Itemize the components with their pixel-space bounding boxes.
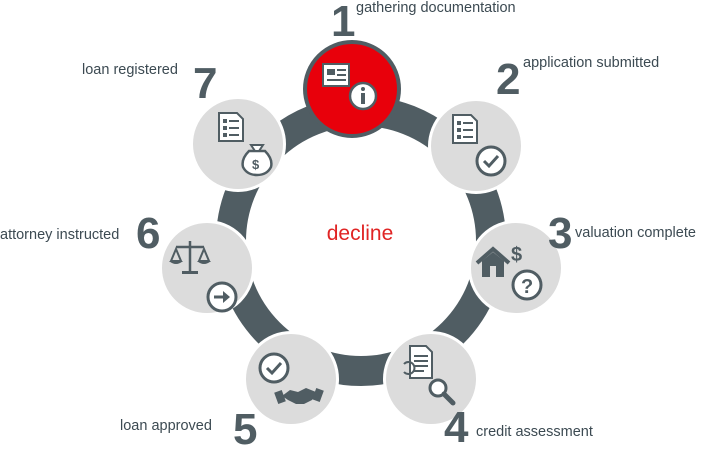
step-2-number: 2 xyxy=(496,55,521,104)
step-2-label: application submitted xyxy=(523,55,660,71)
step-5-number: 5 xyxy=(233,405,258,454)
step-2-node[interactable] xyxy=(428,98,524,194)
check-handshake-icon xyxy=(258,352,324,405)
step-4-number: 4 xyxy=(444,403,469,452)
step-3-node[interactable]: $ ? xyxy=(468,220,564,316)
step-7-label: loan registered xyxy=(82,62,178,78)
checklist-moneybag-icon: $ xyxy=(218,112,273,177)
document-info-icon xyxy=(322,63,378,111)
document-magnifier-icon xyxy=(403,345,456,406)
step-6-number: 6 xyxy=(136,209,161,258)
step-1-label: gathering documentation xyxy=(356,0,516,16)
scales-arrow-icon xyxy=(169,241,238,313)
step-3-number: 3 xyxy=(548,209,573,258)
step-6-label: attorney instructed xyxy=(0,227,120,243)
step-4-label: credit assessment xyxy=(476,424,593,440)
step-7-node[interactable]: $ xyxy=(190,96,286,192)
step-4-node[interactable] xyxy=(383,331,479,427)
step-5-label: loan approved xyxy=(120,418,212,434)
svg-text:$: $ xyxy=(511,244,522,266)
house-dollar-question-icon: $ ? xyxy=(475,244,543,301)
step-5-node[interactable] xyxy=(243,331,339,427)
step-1-node[interactable] xyxy=(303,40,401,138)
step-6-node[interactable] xyxy=(159,220,255,316)
center-status-label: decline xyxy=(326,222,394,245)
step-3-label: valuation complete xyxy=(575,225,696,241)
svg-text:?: ? xyxy=(521,276,533,298)
svg-text:$: $ xyxy=(252,157,260,172)
step-1-number: 1 xyxy=(331,0,356,46)
step-7-number: 7 xyxy=(193,59,218,108)
checklist-check-icon xyxy=(452,114,507,177)
